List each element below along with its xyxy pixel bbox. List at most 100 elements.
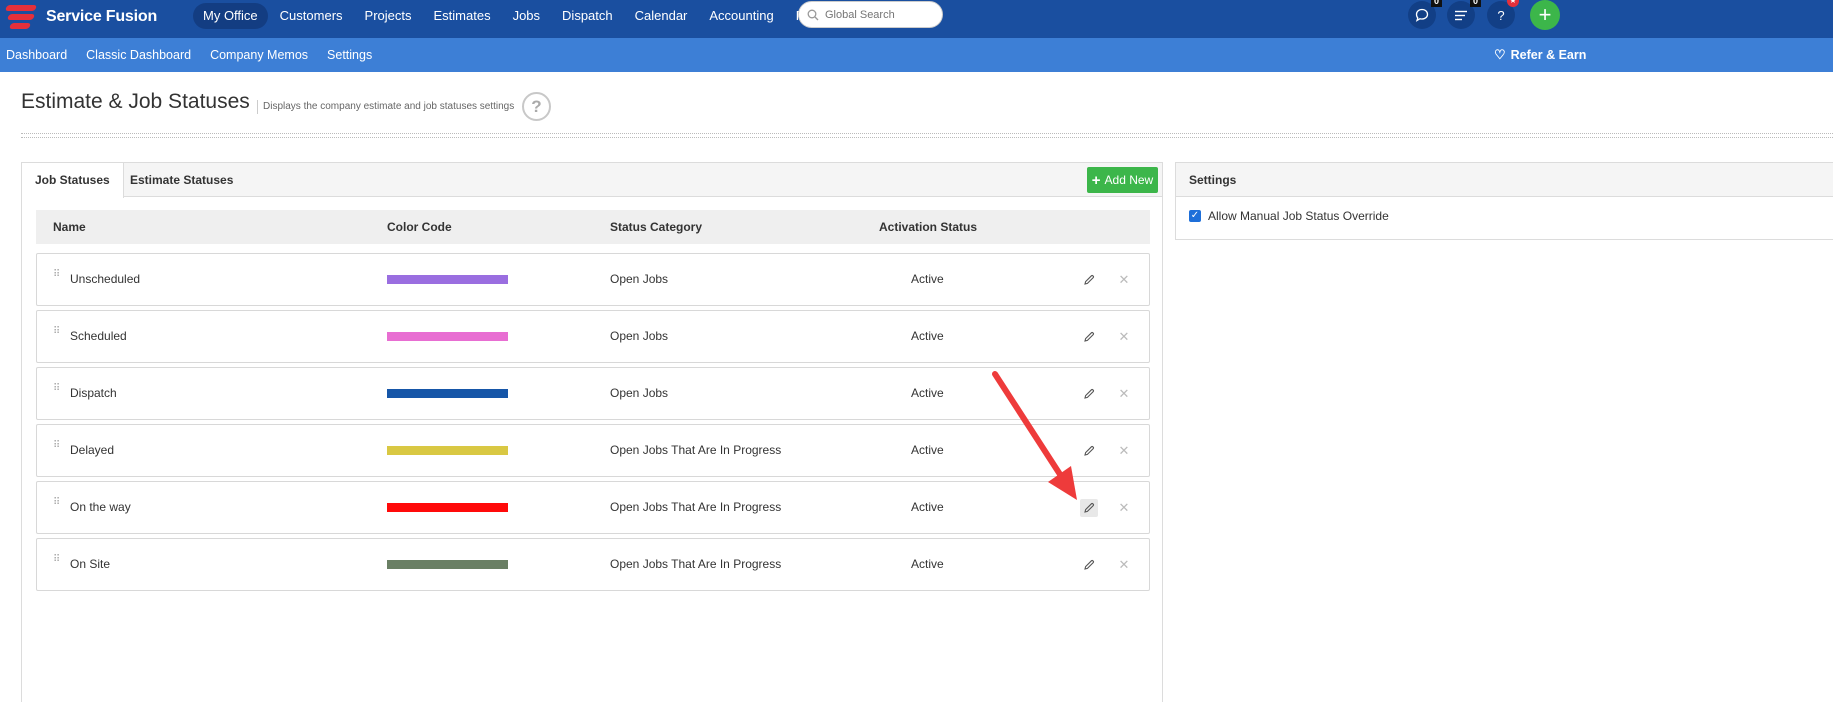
subnav-settings[interactable]: Settings — [327, 48, 373, 62]
add-new-label: Add New — [1104, 173, 1154, 187]
status-name: Unscheduled — [70, 272, 141, 286]
statuses-panel: Job Statuses Estimate Statuses + Add New… — [21, 162, 1163, 702]
global-search-input[interactable] — [825, 8, 935, 21]
status-name: On Site — [70, 557, 111, 571]
delete-button[interactable]: ✕ — [1115, 442, 1133, 460]
delete-button[interactable]: ✕ — [1115, 328, 1133, 346]
close-icon: ✕ — [1118, 329, 1130, 344]
main-menu: My Office Customers Projects Estimates J… — [193, 3, 851, 29]
notes-badge: 0 — [1469, 0, 1481, 7]
nav-jobs[interactable]: Jobs — [512, 8, 541, 23]
pencil-icon — [1084, 274, 1095, 285]
logo-text: Service Fusion — [46, 8, 158, 25]
settings-panel: Settings ✓ Allow Manual Job Status Overr… — [1175, 162, 1833, 240]
drag-handle-icon[interactable]: ⠿ — [53, 383, 62, 394]
edit-button[interactable] — [1080, 556, 1098, 574]
close-icon: ✕ — [1118, 557, 1130, 572]
help-button[interactable]: ? ★ — [1487, 0, 1519, 29]
chat-button[interactable]: 0 — [1408, 0, 1442, 29]
manual-override-option[interactable]: ✓ Allow Manual Job Status Override — [1189, 209, 1389, 223]
edit-button[interactable] — [1080, 328, 1098, 346]
nav-accounting[interactable]: Accounting — [709, 8, 774, 23]
edit-button[interactable] — [1080, 499, 1098, 517]
nav-estimates[interactable]: Estimates — [433, 8, 491, 23]
page-help-icon[interactable]: ? — [522, 92, 551, 121]
edit-button[interactable] — [1080, 385, 1098, 403]
add-new-button[interactable]: + Add New — [1087, 167, 1158, 193]
status-category: Open Jobs — [610, 386, 669, 400]
heart-icon: ♡ — [1494, 47, 1506, 62]
header-color-code: Color Code — [387, 220, 452, 234]
nav-customers[interactable]: Customers — [279, 8, 343, 23]
color-swatch — [387, 446, 508, 455]
settings-title: Settings — [1176, 163, 1833, 197]
table-header: Name Color Code Status Category Activati… — [36, 210, 1150, 244]
pencil-icon — [1084, 331, 1095, 342]
drag-handle-icon[interactable]: ⠿ — [53, 554, 62, 565]
drag-handle-icon[interactable]: ⠿ — [53, 269, 62, 280]
page-title: Estimate & Job Statuses — [21, 90, 250, 113]
search-icon — [807, 9, 819, 20]
manual-override-checkbox[interactable]: ✓ — [1189, 210, 1201, 222]
color-swatch — [387, 503, 508, 512]
tab-estimate-statuses[interactable]: Estimate Statuses — [130, 173, 234, 187]
activation-status: Active — [911, 443, 944, 457]
drag-handle-icon[interactable]: ⠿ — [53, 497, 62, 508]
nav-my-office[interactable]: My Office — [193, 3, 268, 29]
subnav-company-memos[interactable]: Company Memos — [210, 48, 309, 62]
delete-button[interactable]: ✕ — [1115, 385, 1133, 403]
delete-button[interactable]: ✕ — [1115, 499, 1133, 517]
refer-earn-link[interactable]: ♡ Refer & Earn — [1494, 38, 1586, 72]
pencil-icon — [1084, 502, 1095, 513]
help-icon: ? — [1497, 7, 1505, 23]
table-row[interactable]: ⠿ Delayed Open Jobs That Are In Progress Ac… — [36, 424, 1150, 477]
manual-override-label: Allow Manual Job Status Override — [1208, 209, 1389, 223]
drag-handle-icon[interactable]: ⠿ — [53, 440, 62, 451]
logo-mark-icon — [4, 4, 40, 30]
top-navigation-bar: Service Fusion My Office Customers Proje… — [0, 0, 1833, 38]
delete-button[interactable]: ✕ — [1115, 556, 1133, 574]
activation-status: Active — [911, 557, 944, 571]
status-category: Open Jobs That Are In Progress — [610, 443, 782, 457]
sub-menu: Dashboard Classic Dashboard Company Memo… — [6, 38, 372, 72]
close-icon: ✕ — [1118, 443, 1130, 458]
list-icon — [1455, 10, 1467, 20]
header-activation-status: Activation Status — [879, 220, 978, 234]
edit-button[interactable] — [1080, 442, 1098, 460]
header-name: Name — [53, 220, 86, 234]
edit-button[interactable] — [1080, 271, 1098, 289]
activation-status: Active — [911, 386, 944, 400]
color-swatch — [387, 275, 508, 284]
nav-projects[interactable]: Projects — [364, 8, 412, 23]
status-category: Open Jobs That Are In Progress — [610, 557, 782, 571]
tab-job-statuses[interactable]: Job Statuses — [22, 163, 124, 198]
notes-button[interactable]: 0 — [1447, 0, 1481, 29]
table-row[interactable]: ⠿ Scheduled Open Jobs Active ✕ — [36, 310, 1150, 363]
plus-icon: + — [1091, 171, 1101, 189]
service-fusion-logo[interactable]: Service Fusion — [4, 2, 158, 32]
nav-dispatch[interactable]: Dispatch — [562, 8, 613, 23]
table-row[interactable]: ⠿ Unscheduled Open Jobs Active ✕ — [36, 253, 1150, 306]
global-search-box[interactable] — [798, 1, 943, 28]
table-row[interactable]: ⠿ Dispatch Open Jobs Active ✕ — [36, 367, 1150, 420]
plus-icon: + — [1538, 2, 1552, 27]
status-name: Delayed — [70, 443, 115, 457]
delete-button[interactable]: ✕ — [1115, 271, 1133, 289]
subnav-classic-dashboard[interactable]: Classic Dashboard — [86, 48, 192, 62]
activation-status: Active — [911, 329, 944, 343]
subnav-dashboard[interactable]: Dashboard — [6, 48, 68, 62]
close-icon: ✕ — [1118, 386, 1130, 401]
activation-status: Active — [911, 500, 944, 514]
table-row[interactable]: ⠿ On the way Open Jobs That Are In Progres… — [36, 481, 1150, 534]
table-row[interactable]: ⠿ On Site Open Jobs That Are In Progress Ac… — [36, 538, 1150, 591]
status-category: Open Jobs That Are In Progress — [610, 500, 782, 514]
header-divider — [21, 133, 1833, 138]
status-category: Open Jobs — [610, 329, 669, 343]
close-icon: ✕ — [1118, 500, 1130, 515]
page-description: Displays the company estimate and job st… — [257, 100, 514, 114]
close-icon: ✕ — [1118, 272, 1130, 287]
drag-handle-icon[interactable]: ⠿ — [53, 326, 62, 337]
star-badge-icon: ★ — [1507, 0, 1519, 7]
quick-add-button[interactable]: + — [1530, 0, 1560, 30]
nav-calendar[interactable]: Calendar — [634, 8, 688, 23]
